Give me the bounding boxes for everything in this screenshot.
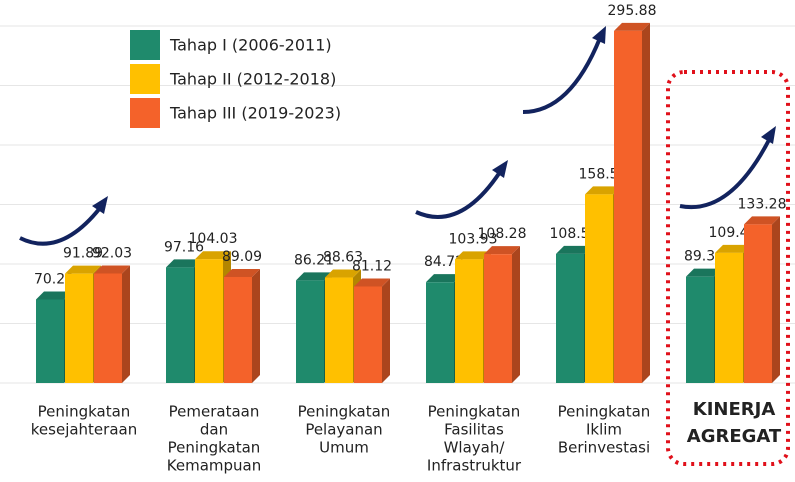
bar: [195, 259, 223, 383]
x-tick-label: Peningkatan: [38, 403, 131, 421]
data-label: 84.72: [424, 254, 464, 270]
bar-side: [252, 268, 260, 383]
legend-swatch: [130, 30, 160, 60]
bar: [325, 277, 353, 383]
data-label: 89.36: [684, 249, 724, 265]
legend-swatch: [130, 64, 160, 94]
bar-top: [484, 246, 520, 255]
x-tick-label: Peningkatan: [298, 403, 391, 421]
data-label: 295.88: [608, 3, 657, 19]
x-tick-label: Kemampuan: [167, 457, 261, 475]
x-tick-label: AGREGAT: [687, 426, 782, 447]
legend-label: Tahap I (2006-2011): [169, 36, 332, 55]
bar-side: [512, 246, 520, 383]
x-tick-label: kesejahteraan: [31, 421, 137, 439]
data-label: 88.63: [323, 250, 363, 266]
bar-side: [122, 265, 130, 383]
bar: [556, 253, 584, 383]
bar-top: [715, 244, 751, 253]
data-label: 91.89: [63, 246, 103, 262]
bar: [65, 273, 93, 383]
data-label: 104.03: [189, 231, 238, 247]
bar-top: [195, 251, 231, 260]
bar-side: [382, 278, 390, 383]
bar-top: [36, 291, 72, 300]
x-tick-label: Peningkatan: [428, 403, 521, 421]
bar: [744, 224, 772, 383]
bar-top: [65, 265, 101, 274]
x-tick-label: Pemerataan: [169, 403, 260, 421]
bar: [455, 259, 483, 383]
bar: [94, 273, 122, 383]
bar-top: [455, 251, 491, 260]
data-label: 81.12: [352, 258, 392, 274]
x-tick-label: Iklim: [586, 421, 622, 439]
bar-side: [772, 216, 780, 383]
bar: [426, 282, 454, 383]
x-tick-label: Pelayanan: [305, 421, 382, 439]
bar-top: [744, 216, 780, 225]
bar: [585, 194, 613, 383]
data-label: 103.93: [449, 231, 498, 247]
bar: [166, 267, 194, 383]
data-label: 97.16: [164, 239, 204, 255]
bar: [686, 276, 714, 383]
data-label: 86.21: [294, 252, 334, 268]
legend-label: Tahap III (2019-2023): [169, 104, 341, 123]
legend-swatch: [130, 98, 160, 128]
bar-top: [224, 268, 260, 277]
legend-label: Tahap II (2012-2018): [169, 70, 336, 89]
arrow-heads: [92, 26, 776, 214]
bar-top: [354, 278, 390, 287]
bar: [484, 254, 512, 383]
bar: [296, 280, 324, 383]
bar-top: [585, 186, 621, 195]
x-tick-label: Peningkatan: [168, 439, 261, 457]
data-label: 133.28: [738, 196, 787, 212]
x-tick-label: Umum: [319, 439, 369, 457]
x-tick-label: Wlayah/: [444, 439, 506, 457]
trend-arrows: [19, 37, 772, 246]
bar-top: [614, 22, 650, 31]
x-tick-label: Fasilitas: [444, 421, 504, 439]
bar: [224, 276, 252, 383]
bar-top: [166, 259, 202, 268]
x-tick-label: KINERJA: [693, 399, 776, 420]
bar: [614, 30, 642, 383]
bar-top: [94, 265, 130, 274]
bar-top: [556, 245, 592, 254]
x-tick-label: Peningkatan: [558, 403, 651, 421]
data-label: 89.09: [222, 249, 262, 265]
bar-top: [296, 272, 332, 281]
bar-top: [426, 274, 462, 283]
bar: [354, 286, 382, 383]
data-label: 108.28: [478, 226, 527, 242]
x-tick-label: Berinvestasi: [558, 439, 650, 457]
data-label: 92.03: [92, 245, 132, 261]
bar-side: [642, 22, 650, 383]
bar: [715, 252, 743, 383]
x-tick-label: dan: [200, 421, 228, 439]
bar-top: [686, 268, 722, 277]
x-tick-label: Infrastruktur: [427, 457, 522, 475]
bar-top: [325, 269, 361, 278]
bar: [36, 299, 64, 383]
data-label: 70.20: [34, 271, 74, 287]
